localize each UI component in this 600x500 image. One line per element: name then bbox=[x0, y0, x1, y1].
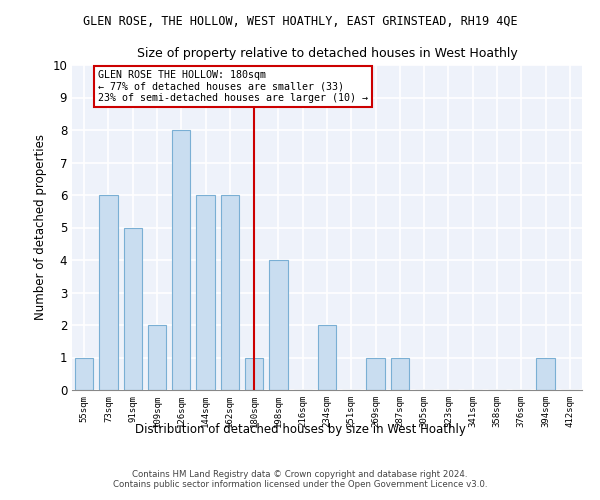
Text: GLEN ROSE, THE HOLLOW, WEST HOATHLY, EAST GRINSTEAD, RH19 4QE: GLEN ROSE, THE HOLLOW, WEST HOATHLY, EAS… bbox=[83, 15, 517, 28]
Text: Contains public sector information licensed under the Open Government Licence v3: Contains public sector information licen… bbox=[113, 480, 487, 489]
Y-axis label: Number of detached properties: Number of detached properties bbox=[34, 134, 47, 320]
Bar bbox=[221, 195, 239, 390]
Bar bbox=[100, 195, 118, 390]
Bar bbox=[391, 358, 409, 390]
Bar bbox=[536, 358, 554, 390]
Bar bbox=[269, 260, 287, 390]
Bar bbox=[75, 358, 93, 390]
Bar bbox=[318, 325, 336, 390]
Bar bbox=[124, 228, 142, 390]
Bar bbox=[367, 358, 385, 390]
Text: Distribution of detached houses by size in West Hoathly: Distribution of detached houses by size … bbox=[134, 422, 466, 436]
Bar bbox=[196, 195, 215, 390]
Bar bbox=[172, 130, 190, 390]
Bar bbox=[148, 325, 166, 390]
Bar bbox=[245, 358, 263, 390]
Title: Size of property relative to detached houses in West Hoathly: Size of property relative to detached ho… bbox=[137, 46, 517, 60]
Text: GLEN ROSE THE HOLLOW: 180sqm
← 77% of detached houses are smaller (33)
23% of se: GLEN ROSE THE HOLLOW: 180sqm ← 77% of de… bbox=[97, 70, 367, 103]
Text: Contains HM Land Registry data © Crown copyright and database right 2024.: Contains HM Land Registry data © Crown c… bbox=[132, 470, 468, 479]
